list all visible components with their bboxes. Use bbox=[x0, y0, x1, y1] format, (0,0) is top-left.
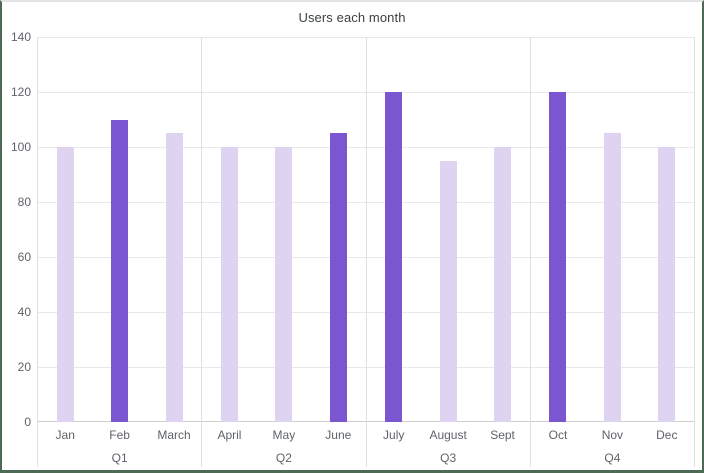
quarter-group-q1: Jan Feb March Q1 bbox=[38, 37, 203, 467]
y-tick-label-40: 40 bbox=[17, 305, 31, 319]
quarter-group-q2: April May June Q2 bbox=[202, 37, 367, 467]
bar-april bbox=[220, 147, 238, 422]
bars-zone-q3 bbox=[367, 37, 530, 422]
quarter-label-q3: Q3 bbox=[440, 450, 457, 465]
bars-zone-q4 bbox=[531, 37, 694, 422]
month-label-april: April bbox=[217, 428, 242, 442]
y-tick-label-140: 140 bbox=[10, 30, 31, 44]
month-label-may: May bbox=[272, 428, 296, 442]
bar-oct bbox=[549, 92, 567, 422]
bar-feb bbox=[111, 119, 129, 422]
month-label-jan: Jan bbox=[55, 428, 75, 442]
bar-august bbox=[439, 160, 457, 422]
y-tick-label-60: 60 bbox=[17, 250, 31, 264]
month-label-feb: Feb bbox=[109, 428, 130, 442]
month-label-nov: Nov bbox=[601, 428, 624, 442]
months-row-q1: Jan Feb March bbox=[38, 422, 201, 448]
quarter-label-q4: Q4 bbox=[604, 450, 621, 465]
bar-may bbox=[275, 147, 293, 422]
months-row-q3: July August Sept bbox=[367, 422, 530, 448]
y-tick-label-100: 100 bbox=[10, 140, 31, 154]
quarter-label-q1: Q1 bbox=[111, 450, 128, 465]
bar-june bbox=[329, 133, 347, 422]
months-row-q2: April May June bbox=[202, 422, 365, 448]
bar-july bbox=[385, 92, 403, 422]
quarter-group-q3: July August Sept Q3 bbox=[367, 37, 531, 467]
bar-dec bbox=[658, 147, 676, 422]
y-tick-label-20: 20 bbox=[17, 360, 31, 374]
bars-zone-q1 bbox=[38, 37, 201, 422]
y-tick-label-80: 80 bbox=[17, 195, 31, 209]
month-label-sept: Sept bbox=[490, 428, 515, 442]
bar-groups-layer: Jan Feb March Q1 April May June Q2 July August Sep… bbox=[37, 37, 695, 467]
quarter-label-q2: Q2 bbox=[275, 450, 292, 465]
y-axis: 140 120 100 80 60 40 20 0 bbox=[2, 31, 31, 428]
y-tick-label-120: 120 bbox=[10, 85, 31, 99]
month-label-august: August bbox=[429, 428, 467, 442]
quarter-group-q4: Oct Nov Dec Q4 bbox=[531, 37, 695, 467]
month-label-march: March bbox=[157, 428, 191, 442]
month-label-july: July bbox=[383, 428, 405, 442]
bar-jan bbox=[56, 147, 74, 422]
bar-sept bbox=[494, 147, 512, 422]
months-row-q4: Oct Nov Dec bbox=[531, 422, 694, 448]
bar-nov bbox=[603, 133, 621, 422]
bars-zone-q2 bbox=[202, 37, 365, 422]
chart-title: Users each month bbox=[298, 10, 406, 25]
month-label-june: June bbox=[325, 428, 352, 442]
bar-march bbox=[165, 133, 183, 422]
y-tick-label-0: 0 bbox=[24, 415, 31, 429]
month-label-oct: Oct bbox=[548, 428, 568, 442]
month-label-dec: Dec bbox=[656, 428, 678, 442]
